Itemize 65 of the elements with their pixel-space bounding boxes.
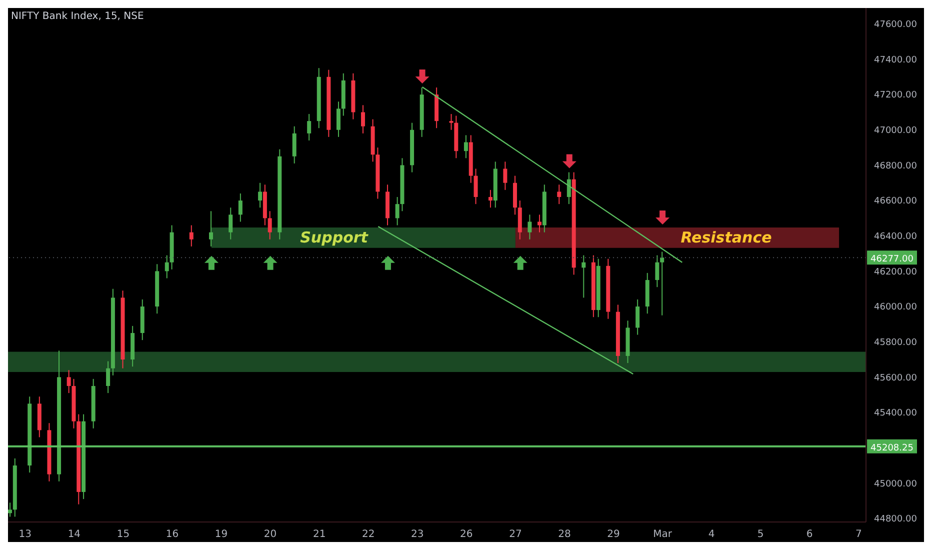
x-tick-label: 16 <box>166 529 179 540</box>
candlestick <box>528 214 532 240</box>
x-tick-label: 6 <box>806 529 813 540</box>
candlestick <box>66 370 71 394</box>
x-tick-label: 20 <box>264 529 277 540</box>
x-tick-label: 23 <box>411 529 424 540</box>
candlestick <box>307 113 312 141</box>
candlestick <box>336 101 340 138</box>
x-tick-label: 14 <box>68 529 81 540</box>
y-tick-label: 45400.00 <box>874 408 918 419</box>
y-tick-label: 46400.00 <box>874 232 918 242</box>
x-tick-label: 29 <box>607 529 620 540</box>
candlestick <box>538 214 542 233</box>
candlestick <box>503 161 508 190</box>
y-tick-label: 46000.00 <box>874 302 918 313</box>
candlestick <box>474 168 478 205</box>
candlestick <box>488 189 492 208</box>
y-tick-label: 47200.00 <box>874 90 918 101</box>
x-tick-label: 7 <box>855 529 862 540</box>
x-tick-label: 21 <box>312 529 326 540</box>
y-tick-label: 45000.00 <box>874 479 918 490</box>
x-tick-label: 19 <box>214 529 228 540</box>
candlestick <box>582 254 586 298</box>
band-label: Resistance <box>680 228 772 247</box>
chart-title: NIFTY Bank Index, 15, NSE <box>11 11 144 22</box>
y-tick-label: 45600.00 <box>874 373 918 384</box>
candlestick <box>449 113 454 130</box>
candlestick <box>660 251 664 316</box>
x-tick-label: 28 <box>558 529 571 540</box>
x-tick-label: 22 <box>362 529 375 540</box>
x-tick-label: 5 <box>757 529 764 540</box>
y-tick-label: 46800.00 <box>874 161 918 172</box>
candlestick <box>655 254 660 288</box>
y-tick-label: 47600.00 <box>874 20 918 30</box>
x-tick-label: 4 <box>708 529 715 540</box>
y-tick-label: 46600.00 <box>874 196 918 207</box>
candlestick <box>228 207 233 240</box>
candlestick <box>636 298 640 336</box>
candlestick <box>238 192 242 222</box>
candlestick <box>395 196 400 226</box>
x-tick-label: 26 <box>460 529 473 540</box>
candlestick <box>361 104 366 134</box>
x-tick-label: 27 <box>509 529 522 540</box>
x-tick-label: 13 <box>18 529 32 540</box>
ref-line-label: 46277.00 <box>870 254 914 265</box>
y-tick-label: 47000.00 <box>874 126 918 136</box>
candlestick <box>566 172 571 205</box>
y-tick-label: 45800.00 <box>874 338 918 348</box>
candlestick <box>164 254 169 279</box>
x-tick-label: 15 <box>116 529 130 540</box>
candlestick <box>189 224 194 247</box>
y-tick-label: 44800.00 <box>874 514 918 525</box>
x-tick-label: Mar <box>653 529 673 540</box>
y-tick-label: 46200.00 <box>874 267 918 278</box>
candlestick <box>557 184 562 205</box>
candlestick <box>292 126 296 164</box>
candlestick <box>209 210 214 247</box>
band-label: Support <box>300 228 369 247</box>
candlestick <box>258 182 262 208</box>
candlestick <box>464 134 468 159</box>
candlestick <box>106 360 110 394</box>
ref-line-label: 45208.25 <box>870 443 914 454</box>
y-tick-label: 47400.00 <box>874 55 918 66</box>
candlestick <box>8 502 12 518</box>
candlestick <box>268 210 272 240</box>
